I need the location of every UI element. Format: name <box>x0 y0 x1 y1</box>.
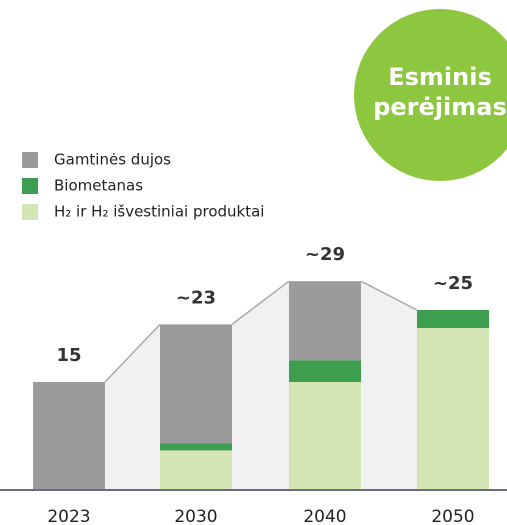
connector-area <box>105 324 160 490</box>
badge-text: Esminis <box>388 63 492 91</box>
legend-label: H₂ ir H₂ išvestiniai produktai <box>54 203 264 221</box>
connector-area <box>232 281 289 490</box>
value-label: ~29 <box>305 244 345 265</box>
legend-label: Biometanas <box>54 177 143 195</box>
legend-swatch <box>22 178 38 194</box>
badge-circle <box>354 9 507 181</box>
value-label: 15 <box>56 345 81 366</box>
legend-swatch <box>22 204 38 220</box>
bar-segment <box>33 382 105 490</box>
connector-line <box>360 280 418 311</box>
legend-label: Gamtinės dujos <box>54 151 171 169</box>
bar-segment <box>289 382 361 490</box>
bar-segment <box>160 443 232 451</box>
highlight-badge: Esminis perėjimas <box>354 9 507 181</box>
bar-segment <box>417 328 489 490</box>
x-tick-label: 2050 <box>431 507 474 525</box>
bar-segment <box>289 281 361 361</box>
x-tick-label: 2030 <box>174 507 217 525</box>
badge-text: perėjimas <box>373 93 507 121</box>
legend-swatch <box>22 152 38 168</box>
connector-area <box>361 281 417 490</box>
connector-line <box>231 280 290 325</box>
x-tick-label: 2023 <box>47 507 90 525</box>
value-label: ~23 <box>176 287 216 308</box>
x-tick-label: 2040 <box>303 507 346 525</box>
connector-line <box>104 323 161 383</box>
bar-segment <box>160 324 232 444</box>
bar-segment <box>289 360 361 382</box>
bar-segment <box>160 450 232 490</box>
value-label: ~25 <box>433 273 473 294</box>
bar-segment <box>417 310 489 328</box>
